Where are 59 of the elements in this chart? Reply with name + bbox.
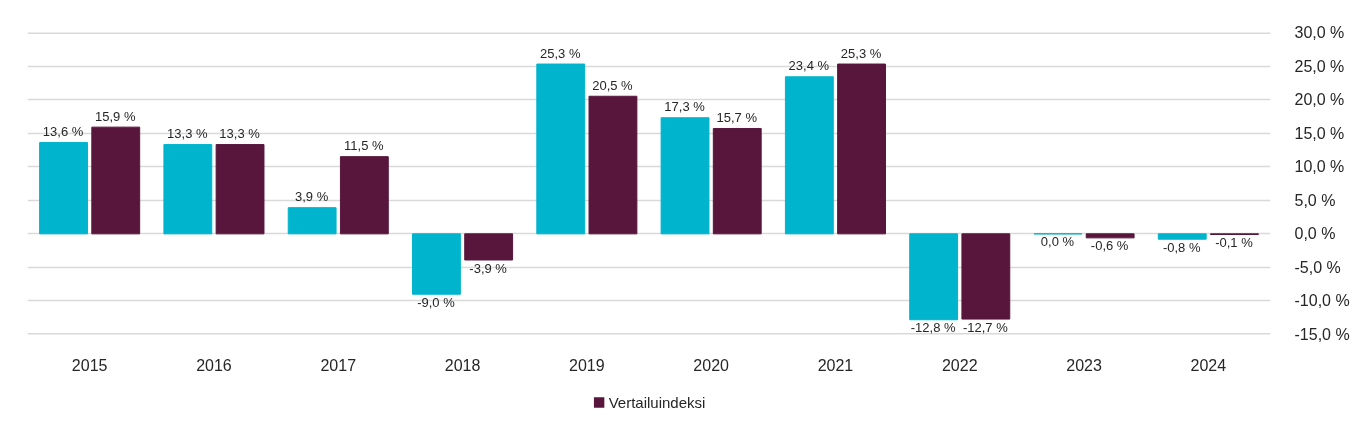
- data-label: 25,3 %: [539, 45, 581, 61]
- bar: [784, 76, 834, 235]
- x-tick-label: 2024: [1190, 356, 1227, 374]
- bar: [1085, 233, 1135, 239]
- x-tick-label: 2022: [941, 356, 978, 374]
- data-label: 13,6 %: [42, 124, 84, 140]
- bar: [91, 126, 141, 235]
- y-tick-label: 25,0 %: [1294, 57, 1345, 75]
- data-label: 20,5 %: [592, 77, 633, 93]
- bar: [464, 233, 514, 261]
- data-label: 17,3 %: [664, 99, 705, 115]
- data-label: 0,0 %: [1040, 234, 1075, 250]
- data-label: -3,9 %: [469, 260, 507, 276]
- y-tick-label: 10,0 %: [1294, 158, 1345, 176]
- data-label: -9,0 %: [417, 294, 455, 310]
- x-tick-label: 2017: [320, 356, 357, 374]
- bar: [660, 117, 710, 235]
- data-label: 15,7 %: [716, 109, 757, 125]
- legend-label: Vertailuindeksi: [608, 393, 706, 411]
- bar: [215, 144, 265, 235]
- bar: [909, 233, 959, 321]
- data-label: 13,3 %: [219, 126, 260, 142]
- bar: [536, 63, 586, 235]
- y-tick-label: -10,0 %: [1294, 292, 1350, 310]
- data-label: 25,3 %: [840, 45, 882, 61]
- data-label: 15,9 %: [95, 108, 136, 124]
- y-tick-label: 5,0 %: [1294, 191, 1336, 209]
- data-label: 3,9 %: [295, 189, 329, 205]
- data-label: -0,6 %: [1090, 238, 1129, 254]
- y-tick-label: 15,0 %: [1294, 124, 1345, 142]
- bar: [163, 144, 213, 235]
- x-tick-label: 2023: [1066, 356, 1102, 374]
- x-tick-label: 2016: [196, 356, 232, 374]
- y-tick-label: 0,0 %: [1294, 225, 1336, 243]
- x-tick-label: 2020: [693, 356, 730, 374]
- bar: [837, 63, 886, 235]
- bar: [712, 127, 762, 235]
- data-label: -0,8 %: [1162, 239, 1201, 255]
- x-tick-label: 2021: [817, 356, 854, 374]
- bar: [961, 233, 1011, 320]
- data-label: 23,4 %: [788, 58, 830, 74]
- data-label: 13,3 %: [167, 126, 208, 142]
- bar: [1157, 233, 1207, 240]
- bar: [588, 95, 638, 235]
- x-tick-label: 2019: [569, 356, 605, 374]
- x-tick-label: 2018: [444, 356, 481, 374]
- y-tick-label: 20,0 %: [1294, 91, 1345, 109]
- x-tick-label: 2015: [71, 356, 108, 374]
- data-label: -12,7 %: [962, 319, 1008, 335]
- y-tick-label: -15,0 %: [1294, 326, 1350, 343]
- bar: [287, 207, 337, 235]
- data-label: 11,5 %: [344, 138, 384, 154]
- data-label: -0,1 %: [1215, 235, 1253, 250]
- data-label: -12,8 %: [910, 320, 956, 336]
- bar: [412, 233, 461, 295]
- bar: [39, 142, 88, 235]
- y-tick-label: -5,0 %: [1294, 258, 1341, 276]
- bar: [339, 156, 389, 235]
- y-tick-label: 30,0 %: [1294, 24, 1345, 41]
